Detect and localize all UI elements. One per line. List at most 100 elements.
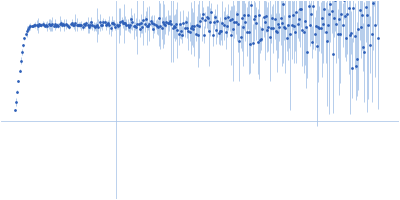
- Point: [149, 21, 155, 24]
- Point: [190, 28, 196, 31]
- Point: [26, 26, 32, 29]
- Point: [75, 23, 81, 26]
- Point: [67, 23, 74, 26]
- Point: [101, 21, 108, 24]
- Point: [353, 64, 359, 67]
- Point: [128, 17, 134, 20]
- Point: [15, 79, 22, 82]
- Point: [44, 25, 51, 28]
- Point: [182, 27, 188, 30]
- Point: [362, 5, 369, 8]
- Point: [225, 16, 232, 19]
- Point: [49, 22, 56, 26]
- Point: [191, 25, 198, 28]
- Point: [98, 24, 104, 27]
- Point: [340, 0, 347, 1]
- Point: [269, 17, 275, 20]
- Point: [337, 32, 343, 35]
- Point: [48, 24, 54, 27]
- Point: [260, 15, 267, 18]
- Point: [281, 26, 288, 29]
- Point: [184, 26, 190, 29]
- Point: [25, 27, 31, 31]
- Point: [136, 28, 143, 31]
- Point: [275, 23, 281, 26]
- Point: [212, 15, 218, 19]
- Point: [110, 21, 116, 25]
- Point: [349, 67, 356, 70]
- Point: [303, 25, 309, 28]
- Point: [169, 26, 176, 29]
- Point: [186, 30, 193, 33]
- Point: [60, 22, 66, 26]
- Point: [256, 13, 262, 16]
- Point: [76, 23, 82, 26]
- Point: [271, 18, 278, 21]
- Point: [194, 23, 200, 26]
- Point: [207, 20, 213, 24]
- Point: [339, 23, 346, 27]
- Point: [134, 22, 140, 25]
- Point: [20, 44, 26, 47]
- Point: [71, 24, 77, 27]
- Point: [206, 29, 212, 33]
- Point: [102, 24, 109, 27]
- Point: [346, 6, 352, 9]
- Point: [354, 57, 360, 61]
- Point: [232, 21, 239, 24]
- Point: [108, 27, 114, 30]
- Point: [179, 33, 186, 36]
- Point: [65, 25, 71, 28]
- Point: [68, 21, 75, 24]
- Point: [319, 16, 325, 20]
- Point: [116, 24, 122, 27]
- Point: [130, 24, 137, 27]
- Point: [150, 28, 156, 31]
- Point: [82, 23, 88, 27]
- Point: [100, 21, 106, 24]
- Point: [216, 31, 222, 34]
- Point: [263, 15, 269, 18]
- Point: [336, 18, 342, 21]
- Point: [160, 21, 166, 24]
- Point: [32, 23, 38, 26]
- Point: [54, 24, 60, 27]
- Point: [56, 22, 63, 25]
- Point: [308, 12, 314, 16]
- Point: [247, 43, 254, 46]
- Point: [188, 26, 194, 29]
- Point: [299, 28, 306, 31]
- Point: [278, 16, 284, 19]
- Point: [250, 42, 256, 45]
- Point: [236, 39, 242, 42]
- Point: [217, 29, 223, 32]
- Point: [166, 22, 172, 25]
- Point: [322, 31, 329, 34]
- Point: [333, 22, 340, 25]
- Point: [158, 27, 165, 30]
- Point: [257, 38, 263, 41]
- Point: [229, 18, 235, 21]
- Point: [22, 33, 29, 36]
- Point: [142, 23, 148, 26]
- Point: [352, 34, 358, 38]
- Point: [291, 25, 297, 28]
- Point: [88, 21, 94, 24]
- Point: [237, 35, 244, 38]
- Point: [132, 25, 138, 28]
- Point: [374, 36, 381, 39]
- Point: [66, 25, 72, 28]
- Point: [62, 23, 69, 26]
- Point: [254, 40, 261, 43]
- Point: [241, 13, 247, 16]
- Point: [200, 13, 206, 16]
- Point: [328, 10, 335, 13]
- Point: [122, 22, 128, 25]
- Point: [170, 25, 177, 28]
- Point: [220, 24, 227, 27]
- Point: [324, 39, 330, 43]
- Point: [139, 25, 145, 28]
- Point: [161, 23, 167, 26]
- Point: [292, 30, 298, 33]
- Point: [173, 22, 179, 25]
